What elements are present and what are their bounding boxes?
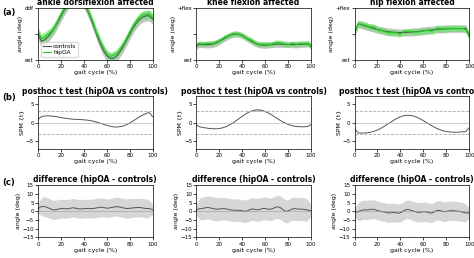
X-axis label: gait cycle (%): gait cycle (%) (390, 70, 434, 76)
X-axis label: gait cycle (%): gait cycle (%) (232, 248, 275, 253)
hipOA (356, 22, 362, 26)
controls (201, 43, 207, 46)
Line: hipOA: hipOA (355, 24, 469, 36)
controls (64, 5, 70, 8)
controls (247, 39, 253, 42)
controls (422, 29, 428, 32)
hipOA (118, 47, 123, 50)
Title: posthoc t test (hipOA vs controls): posthoc t test (hipOA vs controls) (22, 87, 168, 96)
hipOA (150, 16, 155, 19)
hipOA (406, 30, 411, 33)
Y-axis label: SPM {t}: SPM {t} (19, 110, 24, 135)
hipOA (433, 27, 439, 30)
controls (193, 45, 199, 48)
controls (275, 43, 281, 46)
Title: difference (hipOA - controls): difference (hipOA - controls) (34, 175, 157, 184)
controls (308, 45, 314, 48)
hipOA (439, 28, 445, 31)
controls (150, 17, 155, 20)
Text: (b): (b) (2, 93, 16, 102)
hipOA (264, 43, 269, 46)
Title: ankle dorsiflexion affected: ankle dorsiflexion affected (37, 0, 154, 7)
X-axis label: gait cycle (%): gait cycle (%) (390, 159, 434, 164)
hipOA (247, 38, 253, 41)
Y-axis label: angle (deg): angle (deg) (16, 193, 21, 229)
controls (382, 29, 387, 33)
hipOA (352, 32, 357, 35)
hipOA (281, 42, 286, 45)
Line: controls: controls (38, 0, 153, 58)
Line: controls: controls (196, 34, 311, 46)
Title: posthoc t test (hipOA vs controls): posthoc t test (hipOA vs controls) (339, 87, 474, 96)
controls (406, 31, 411, 34)
Y-axis label: angle (deg): angle (deg) (332, 193, 337, 229)
Y-axis label: angle (deg): angle (deg) (171, 16, 176, 52)
Line: hipOA: hipOA (196, 34, 311, 46)
hipOA (43, 34, 49, 37)
controls (89, 20, 95, 23)
controls (355, 22, 361, 25)
Line: hipOA: hipOA (38, 0, 153, 56)
Y-axis label: angle (deg): angle (deg) (174, 193, 179, 229)
hipOA (193, 44, 199, 47)
Title: difference (hipOA - controls): difference (hipOA - controls) (192, 175, 315, 184)
controls (433, 28, 439, 31)
hipOA (222, 35, 228, 38)
Title: posthoc t test (hipOA vs controls): posthoc t test (hipOA vs controls) (181, 87, 327, 96)
X-axis label: gait cycle (%): gait cycle (%) (232, 159, 275, 164)
Text: (c): (c) (2, 178, 15, 187)
hipOA (201, 42, 207, 45)
hipOA (231, 32, 237, 35)
controls (109, 57, 114, 60)
controls (361, 24, 366, 27)
hipOA (123, 37, 129, 41)
controls (123, 39, 129, 42)
controls (439, 28, 445, 31)
hipOA (308, 44, 314, 47)
X-axis label: gait cycle (%): gait cycle (%) (232, 70, 275, 76)
hipOA (382, 30, 387, 33)
Title: difference (hipOA - controls): difference (hipOA - controls) (350, 175, 474, 184)
hipOA (89, 18, 95, 21)
Y-axis label: angle (deg): angle (deg) (18, 16, 23, 52)
hipOA (35, 30, 41, 33)
Legend: controls, hipOA: controls, hipOA (41, 42, 78, 57)
hipOA (422, 29, 428, 32)
controls (281, 43, 286, 46)
X-axis label: gait cycle (%): gait cycle (%) (73, 159, 117, 164)
hipOA (361, 23, 366, 27)
controls (352, 31, 357, 34)
Y-axis label: angle (deg): angle (deg) (329, 16, 334, 52)
Y-axis label: SPM {t}: SPM {t} (336, 110, 341, 135)
hipOA (275, 41, 281, 44)
controls (43, 37, 49, 40)
controls (222, 37, 228, 40)
controls (232, 33, 238, 36)
controls (118, 49, 123, 52)
controls (466, 34, 472, 37)
hipOA (466, 35, 472, 38)
hipOA (105, 54, 111, 57)
hipOA (109, 55, 114, 58)
Text: (a): (a) (2, 8, 16, 17)
Title: knee flexion affected: knee flexion affected (208, 0, 300, 7)
hipOA (64, 3, 70, 6)
controls (35, 32, 41, 35)
Y-axis label: SPM {t}: SPM {t} (178, 110, 182, 135)
X-axis label: gait cycle (%): gait cycle (%) (73, 248, 117, 253)
controls (264, 44, 269, 47)
Line: controls: controls (355, 24, 469, 36)
X-axis label: gait cycle (%): gait cycle (%) (73, 70, 117, 76)
X-axis label: gait cycle (%): gait cycle (%) (390, 248, 434, 253)
controls (105, 55, 111, 58)
Title: hip flexion affected: hip flexion affected (370, 0, 454, 7)
